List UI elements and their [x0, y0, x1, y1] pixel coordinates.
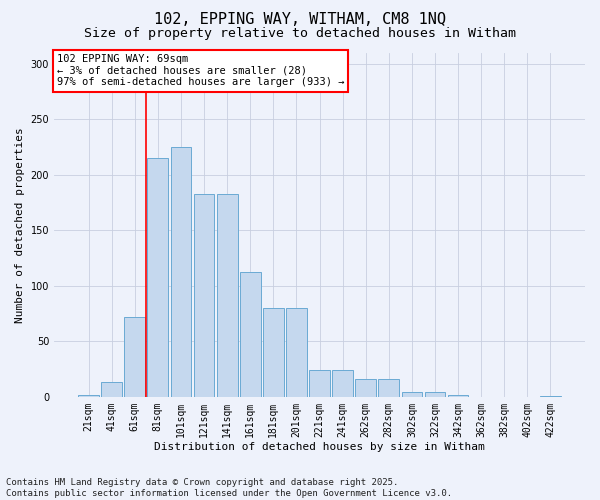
Bar	[124, 317, 145, 397]
Bar	[194, 194, 214, 397]
Bar	[101, 382, 122, 397]
Bar	[240, 272, 260, 397]
Text: 102, EPPING WAY, WITHAM, CM8 1NQ: 102, EPPING WAY, WITHAM, CM8 1NQ	[154, 12, 446, 28]
Text: 102 EPPING WAY: 69sqm
← 3% of detached houses are smaller (28)
97% of semi-detac: 102 EPPING WAY: 69sqm ← 3% of detached h…	[56, 54, 344, 88]
Bar	[148, 158, 168, 397]
Bar	[401, 392, 422, 397]
Bar	[540, 396, 561, 397]
Bar	[263, 308, 284, 397]
Y-axis label: Number of detached properties: Number of detached properties	[15, 127, 25, 322]
Bar	[286, 308, 307, 397]
Bar	[332, 370, 353, 397]
Bar	[217, 194, 238, 397]
Bar	[355, 379, 376, 397]
Bar	[78, 394, 99, 397]
Bar	[425, 392, 445, 397]
Text: Contains HM Land Registry data © Crown copyright and database right 2025.
Contai: Contains HM Land Registry data © Crown c…	[6, 478, 452, 498]
Bar	[379, 379, 399, 397]
X-axis label: Distribution of detached houses by size in Witham: Distribution of detached houses by size …	[154, 442, 485, 452]
Text: Size of property relative to detached houses in Witham: Size of property relative to detached ho…	[84, 28, 516, 40]
Bar	[170, 147, 191, 397]
Bar	[309, 370, 330, 397]
Bar	[448, 394, 469, 397]
